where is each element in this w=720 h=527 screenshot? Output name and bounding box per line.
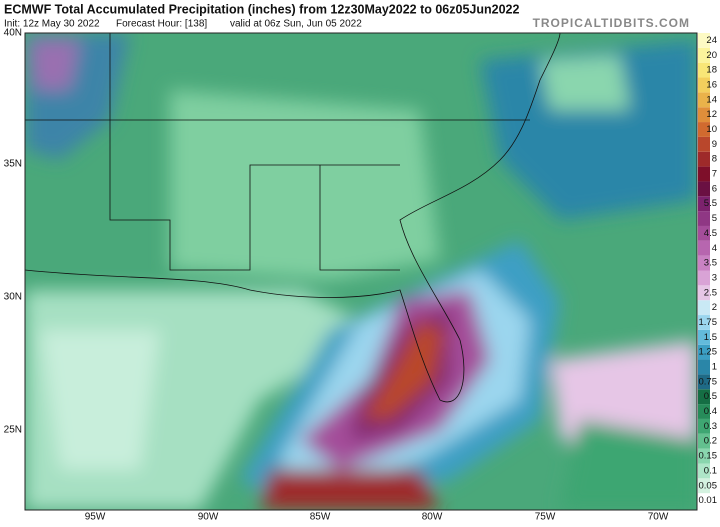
colorbar-swatch (698, 151, 710, 167)
colorbar-swatch (698, 285, 710, 301)
colorbar-label: 0.2 (704, 436, 717, 447)
colorbar-label: 0.5 (704, 391, 717, 402)
colorbar-swatch (698, 374, 710, 390)
precip-field (25, 33, 697, 510)
colorbar-swatch (698, 418, 710, 434)
colorbar-swatch (698, 62, 710, 78)
colorbar-label: 9 (712, 139, 717, 150)
colorbar-label: 0.3 (704, 421, 717, 432)
lon-label: 70W (648, 512, 669, 522)
colorbar-swatch (698, 107, 710, 123)
lat-label: 25N (4, 425, 22, 436)
colorbar-label: 5 (712, 213, 717, 224)
colorbar-label: 1 (712, 362, 717, 373)
colorbar-swatch (698, 300, 710, 316)
lon-label: 95W (85, 512, 106, 522)
colorbar-swatch (698, 389, 710, 405)
colorbar-label: 1.75 (699, 317, 718, 328)
colorbar-label: 24 (706, 35, 717, 46)
colorbar-label: 0.01 (699, 495, 718, 506)
colorbar-label: 0.1 (704, 465, 717, 476)
colorbar-swatch (698, 33, 710, 48)
colorbar-swatch (698, 136, 710, 152)
colorbar-swatch (698, 77, 710, 93)
lon-label: 90W (198, 512, 219, 522)
colorbar-label: 6 (712, 183, 717, 194)
colorbar-swatch (698, 315, 710, 330)
colorbar-label: 3 (712, 272, 717, 283)
colorbar-label: 2.5 (704, 287, 717, 298)
colorbar-swatch (698, 166, 710, 182)
colorbar-swatch (698, 255, 710, 271)
colorbar-swatch (698, 493, 710, 508)
colorbar-label: 4 (712, 243, 717, 254)
init-time: Init: 12z May 30 2022 (4, 19, 100, 30)
lat-label: 35N (4, 159, 22, 170)
colorbar-label: 1.25 (699, 347, 718, 358)
colorbar-swatch (698, 92, 710, 108)
colorbar-swatch (698, 404, 710, 419)
borders (25, 33, 561, 403)
colorbar-swatch (698, 270, 710, 286)
map-frame (24, 32, 698, 511)
colorbar-label: 1.5 (704, 332, 717, 343)
valid-time: valid at 06z Sun, Jun 05 2022 (230, 19, 362, 30)
colorbar-label: 3.5 (704, 258, 717, 269)
colorbar-swatch (698, 344, 710, 360)
lon-label: 80W (422, 512, 443, 522)
colorbar-label: 16 (706, 79, 717, 90)
colorbar-swatch (698, 448, 710, 464)
colorbar-swatch (698, 463, 710, 479)
colorbar-label: 8 (712, 154, 717, 165)
colorbar-swatch (698, 433, 710, 449)
colorbar-label: 0.15 (699, 451, 718, 462)
colorbar-swatch (698, 329, 710, 345)
colorbar-swatch (698, 122, 710, 137)
colorbar-label: 14 (706, 94, 717, 105)
colorbar-label: 18 (706, 65, 717, 76)
colorbar-label: 0.75 (699, 376, 718, 387)
colorbar-label: 0.05 (699, 480, 718, 491)
colorbar-label: 12 (706, 109, 717, 120)
colorbar-swatch (698, 225, 710, 241)
colorbar-label: 7 (712, 169, 717, 180)
colorbar-swatch (698, 47, 710, 63)
colorbar-swatch (698, 359, 710, 375)
lat-label: 40N (4, 28, 22, 39)
colorbar-label: 0.4 (704, 406, 717, 417)
forecast-hour: Forecast Hour: [138] (116, 19, 207, 30)
colorbar-swatch (698, 196, 710, 212)
colorbar-swatch (698, 181, 710, 197)
colorbar-label: 5.5 (704, 198, 717, 209)
lon-label: 75W (535, 512, 556, 522)
colorbar-label: 10 (706, 124, 717, 135)
colorbar-label: 4.5 (704, 228, 717, 239)
colorbar-swatch (698, 478, 710, 494)
colorbar-swatch (698, 211, 710, 226)
colorbar-label: 20 (706, 50, 717, 61)
colorbar-swatch (698, 240, 710, 256)
colorbar-label: 2 (712, 302, 717, 313)
title: ECMWF Total Accumulated Precipitation (i… (4, 2, 519, 16)
lon-label: 85W (310, 512, 331, 522)
lat-label: 30N (4, 292, 22, 303)
source: TROPICALTIDBITS.COM (533, 16, 690, 30)
